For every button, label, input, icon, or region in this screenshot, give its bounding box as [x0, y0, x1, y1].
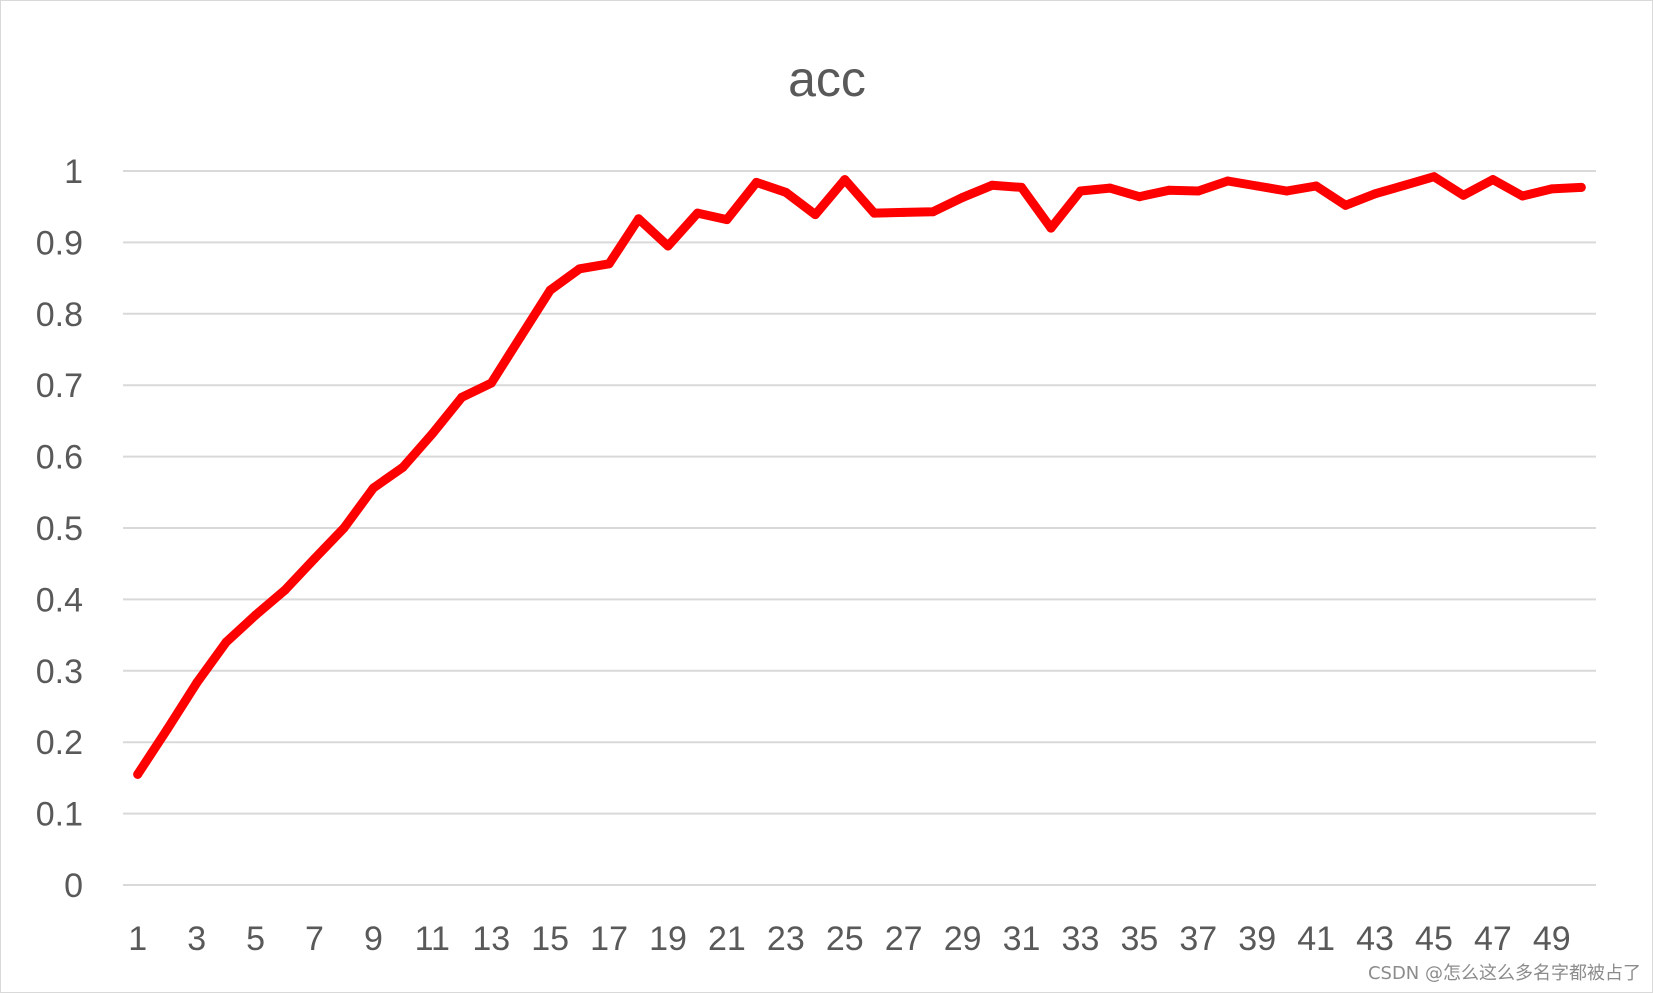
data-point — [1252, 181, 1262, 191]
data-point — [722, 215, 732, 225]
data-point — [368, 483, 378, 493]
x-tick-label: 29 — [944, 920, 982, 958]
data-point — [987, 180, 997, 190]
chart-title: acc — [788, 51, 866, 107]
data-point — [869, 208, 879, 218]
x-tick-label: 27 — [885, 920, 923, 958]
x-tick-label: 47 — [1474, 920, 1512, 958]
data-point — [1458, 190, 1468, 200]
data-point — [1517, 191, 1527, 201]
data-point — [1075, 186, 1085, 196]
data-point — [1223, 176, 1233, 186]
data-point — [692, 208, 702, 218]
data-point — [1164, 185, 1174, 195]
data-point — [1547, 184, 1557, 194]
x-tick-label: 39 — [1238, 920, 1276, 958]
x-tick-label: 7 — [305, 920, 324, 958]
x-tick-label: 17 — [590, 920, 628, 958]
x-tick-label: 33 — [1062, 920, 1100, 958]
data-point — [162, 724, 172, 734]
y-tick-label: 0.3 — [36, 653, 83, 691]
data-point — [1017, 182, 1027, 192]
y-tick-label: 0.6 — [36, 439, 83, 477]
data-point — [1429, 172, 1439, 182]
x-tick-label: 49 — [1533, 920, 1571, 958]
x-tick-label: 35 — [1120, 920, 1158, 958]
series-group — [133, 172, 1586, 779]
data-point — [1282, 186, 1292, 196]
data-point — [958, 192, 968, 202]
data-point — [663, 241, 673, 251]
x-tick-label: 25 — [826, 920, 864, 958]
x-tick-label: 15 — [531, 920, 569, 958]
x-tick-label: 3 — [187, 920, 206, 958]
data-point — [751, 177, 761, 187]
gridlines — [123, 170, 1596, 886]
data-point — [1400, 180, 1410, 190]
data-point — [1488, 175, 1498, 185]
data-point — [1341, 200, 1351, 210]
data-point — [928, 207, 938, 217]
x-tick-label: 19 — [649, 920, 687, 958]
data-point — [1046, 223, 1056, 233]
y-axis-tick-labels: 0 0.1 0.2 0.3 0.4 0.5 0.6 0.7 0.8 0.9 1 — [36, 153, 83, 905]
series-line-0 — [133, 172, 1586, 779]
data-point — [133, 769, 143, 779]
y-tick-label: 0.1 — [36, 796, 83, 834]
data-point — [398, 462, 408, 472]
data-point — [1134, 192, 1144, 202]
data-point — [840, 175, 850, 185]
data-point — [1576, 182, 1586, 192]
x-tick-label: 1 — [128, 920, 147, 958]
data-point — [1105, 183, 1115, 193]
y-tick-label: 0.5 — [36, 510, 83, 548]
data-point — [1370, 189, 1380, 199]
data-point — [781, 187, 791, 197]
data-point — [575, 264, 585, 274]
y-tick-label: 0 — [64, 867, 83, 905]
x-tick-label: 9 — [364, 920, 383, 958]
data-point — [192, 678, 202, 688]
x-tick-label: 23 — [767, 920, 805, 958]
data-point — [810, 210, 820, 220]
y-tick-label: 0.4 — [36, 581, 83, 619]
x-tick-label: 45 — [1415, 920, 1453, 958]
y-tick-label: 0.9 — [36, 224, 83, 262]
watermark: CSDN @怎么这么多名字都被占了 — [1368, 963, 1641, 984]
x-tick-label: 37 — [1179, 920, 1217, 958]
data-point — [339, 523, 349, 533]
data-point — [251, 610, 261, 620]
y-tick-label: 1 — [64, 153, 83, 191]
data-point — [221, 637, 231, 647]
data-point — [1193, 186, 1203, 196]
x-axis-tick-labels: 1 3 5 7 9 11 13 15 17 19 21 23 25 27 29 31 33 35 37 39 41 43 4… — [128, 920, 1570, 958]
x-tick-label: 21 — [708, 920, 746, 958]
data-point — [899, 207, 909, 217]
y-tick-label: 0.8 — [36, 296, 83, 334]
data-point — [427, 429, 437, 439]
data-point — [545, 285, 555, 295]
y-tick-label: 0.2 — [36, 724, 83, 762]
x-tick-label: 13 — [472, 920, 510, 958]
data-point — [486, 378, 496, 388]
data-point — [604, 259, 614, 269]
x-tick-label: 43 — [1356, 920, 1394, 958]
x-tick-label: 11 — [415, 920, 450, 958]
data-point — [634, 214, 644, 224]
x-tick-label: 41 — [1297, 920, 1335, 958]
x-tick-label: 5 — [246, 920, 265, 958]
data-point — [280, 585, 290, 595]
data-point — [516, 332, 526, 342]
data-point — [309, 554, 319, 564]
x-tick-label: 31 — [1003, 920, 1041, 958]
y-tick-label: 0.7 — [36, 367, 83, 405]
data-point — [1311, 181, 1321, 191]
data-point — [457, 392, 467, 402]
